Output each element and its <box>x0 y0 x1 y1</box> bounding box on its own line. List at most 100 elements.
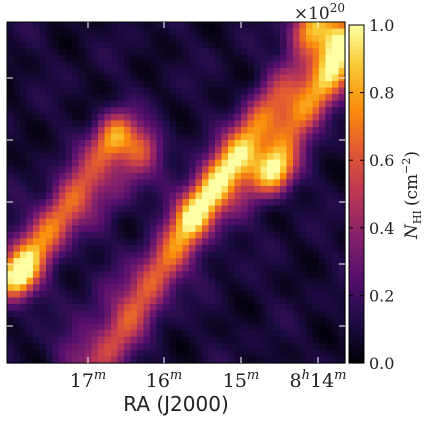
heatmap-cell <box>85 22 93 30</box>
heatmap-cell <box>325 140 333 148</box>
heatmap-cell <box>182 225 190 233</box>
heatmap-cell <box>7 107 15 115</box>
heatmap-cell <box>228 310 236 318</box>
heatmap-cell <box>150 81 158 89</box>
heatmap-cell <box>59 179 67 187</box>
heatmap-cell <box>72 212 80 220</box>
heatmap-cell <box>91 126 99 135</box>
heatmap-cell <box>150 317 158 325</box>
heatmap-cell <box>163 48 171 56</box>
heatmap-cell <box>260 100 268 108</box>
heatmap-cell <box>241 199 249 207</box>
heatmap-cell <box>150 35 158 43</box>
heatmap-cell <box>332 297 340 305</box>
heatmap-cell <box>189 271 197 279</box>
heatmap-cell <box>156 323 164 331</box>
heatmap-cell <box>176 48 184 56</box>
heatmap-cell <box>98 22 106 30</box>
heatmap-cell <box>130 258 138 266</box>
heatmap-cell <box>117 166 125 174</box>
heatmap-cell <box>59 192 67 200</box>
heatmap-cell <box>137 290 145 299</box>
heatmap-cell <box>280 349 288 358</box>
heatmap-cell <box>33 81 41 89</box>
heatmap-cell <box>325 271 333 279</box>
heatmap-cell <box>137 336 145 344</box>
heatmap-cell <box>65 225 73 233</box>
heatmap-cell <box>215 166 223 174</box>
heatmap-cell <box>241 28 249 36</box>
heatmap-cell <box>319 41 327 49</box>
heatmap-cell <box>215 199 223 207</box>
heatmap-cell <box>98 310 106 318</box>
heatmap-cell <box>26 277 34 285</box>
heatmap-cell <box>52 100 60 108</box>
heatmap-cell <box>195 303 203 312</box>
heatmap-cell <box>46 41 54 49</box>
heatmap-cell <box>293 48 301 56</box>
heatmap-cell <box>208 54 216 62</box>
heatmap-cell <box>169 317 177 325</box>
heatmap-cell <box>208 205 216 213</box>
heatmap-cell <box>221 343 229 351</box>
heatmap-cell <box>228 271 236 279</box>
heatmap-cell <box>72 48 80 56</box>
heatmap-cell <box>221 67 229 76</box>
heatmap-cell <box>176 192 184 200</box>
heatmap-cell <box>20 199 28 207</box>
heatmap-cell <box>176 166 184 174</box>
heatmap-cell <box>273 140 281 148</box>
heatmap-cell <box>137 153 145 161</box>
heatmap-cell <box>312 35 320 43</box>
heatmap-cell <box>137 94 145 102</box>
heatmap-cell <box>273 81 281 89</box>
heatmap-cell <box>72 126 80 135</box>
heatmap-cell <box>91 277 99 285</box>
heatmap-cell <box>39 185 47 194</box>
heatmap-cell <box>33 153 41 161</box>
heatmap-cell <box>33 310 41 318</box>
heatmap-cell <box>20 349 28 358</box>
heatmap-cell <box>20 28 28 36</box>
heatmap-cell <box>156 133 164 141</box>
heatmap-cell <box>332 336 340 344</box>
heatmap-cell <box>78 133 86 141</box>
heatmap-cell <box>319 323 327 331</box>
heatmap-cell <box>293 205 301 213</box>
heatmap-cell <box>306 297 314 305</box>
heatmap-cell <box>234 107 242 115</box>
heatmap-cell <box>312 41 320 49</box>
heatmap-cell <box>325 231 333 240</box>
heatmap-cell <box>332 349 340 358</box>
heatmap-cell <box>254 192 262 200</box>
heatmap-cell <box>234 61 242 69</box>
heatmap-cell <box>39 35 47 43</box>
heatmap-cell <box>325 35 333 43</box>
heatmap-cell <box>59 120 67 128</box>
heatmap-cell <box>241 94 249 102</box>
heatmap-cell <box>117 218 125 226</box>
heatmap-cell <box>150 343 158 351</box>
heatmap-cell <box>332 107 340 115</box>
heatmap-cell <box>319 48 327 56</box>
heatmap-cell <box>137 87 145 95</box>
heatmap-cell <box>7 133 15 141</box>
heatmap-cell <box>137 67 145 76</box>
heatmap-cell <box>59 264 67 272</box>
heatmap-cell <box>221 349 229 358</box>
heatmap-cell <box>221 251 229 259</box>
heatmap-cell <box>78 218 86 226</box>
heatmap-cell <box>189 74 197 82</box>
heatmap-cell <box>215 133 223 141</box>
heatmap-cell <box>208 87 216 95</box>
heatmap-cell <box>111 317 119 325</box>
heatmap-cell <box>254 284 262 292</box>
heatmap-cell <box>176 199 184 207</box>
heatmap-cell <box>59 153 67 161</box>
heatmap-cell <box>39 317 47 325</box>
heatmap-cell <box>215 41 223 49</box>
heatmap-cell <box>189 172 197 180</box>
heatmap-cell <box>195 74 203 82</box>
heatmap-cell <box>124 238 132 246</box>
colorbar-segment <box>349 41 364 47</box>
